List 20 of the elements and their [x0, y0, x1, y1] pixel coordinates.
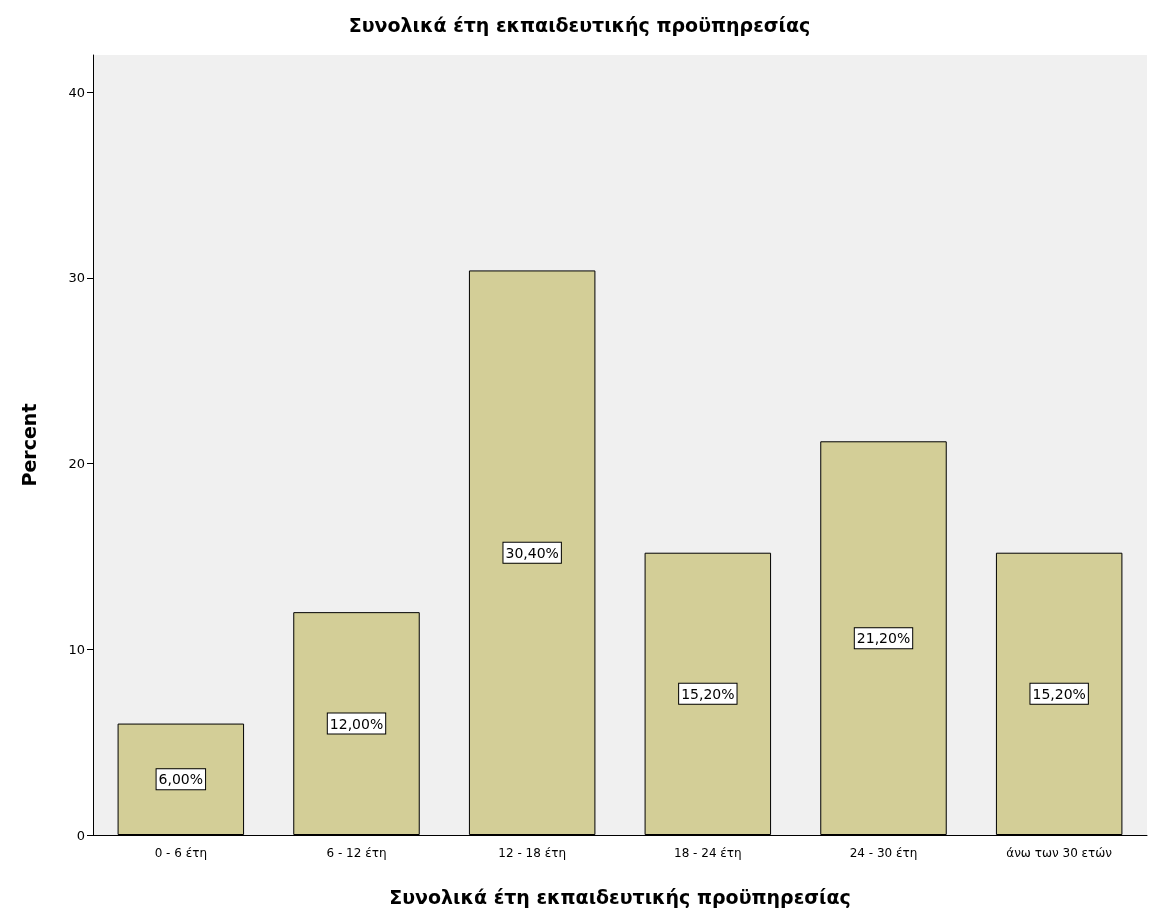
y-tick-label: 10	[68, 641, 85, 657]
y-tick-label: 0	[76, 827, 85, 843]
x-tick-label: άνω των 30 ετών	[1006, 846, 1113, 860]
chart-title: Συνολικά έτη εκπαιδευτικής προϋπηρεσίας	[348, 13, 811, 36]
x-tick-label: 24 - 30 έτη	[849, 846, 918, 860]
x-tick-label: 18 - 24 έτη	[674, 846, 742, 860]
data-label: 15,20%	[681, 685, 735, 702]
data-label: 21,20%	[856, 630, 911, 647]
x-tick-label: 12 - 18 έτη	[498, 846, 566, 860]
y-axis-title: Percent	[17, 403, 40, 487]
y-tick-label: 20	[68, 456, 85, 472]
data-label: 6,00%	[158, 771, 204, 788]
data-label: 30,40%	[505, 544, 559, 561]
y-tick-label: 30	[68, 270, 85, 286]
y-tick-label: 40	[68, 84, 85, 100]
x-axis-title: Συνολικά έτη εκπαιδευτικής προϋπηρεσίας	[389, 885, 851, 908]
x-tick-label: 6 - 12 έτη	[326, 846, 387, 860]
data-label: 12,00%	[329, 715, 384, 732]
x-tick-label: 0 - 6 έτη	[154, 846, 208, 860]
data-label: 15,20%	[1032, 685, 1086, 702]
